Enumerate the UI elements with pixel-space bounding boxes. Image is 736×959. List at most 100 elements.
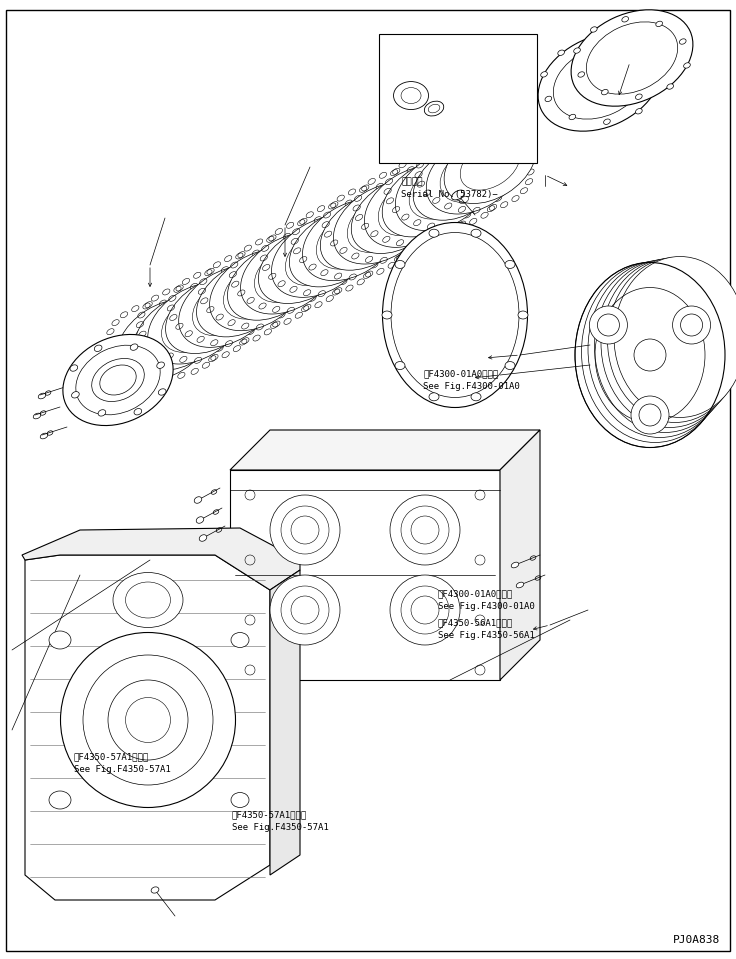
Ellipse shape [213, 273, 272, 323]
Ellipse shape [70, 364, 78, 371]
Polygon shape [230, 470, 500, 680]
Ellipse shape [395, 150, 492, 231]
Ellipse shape [135, 293, 227, 370]
Ellipse shape [302, 199, 399, 281]
Ellipse shape [541, 72, 548, 77]
Text: 第F4300-01A0図参照
See Fig.F4300-01A0: 第F4300-01A0図参照 See Fig.F4300-01A0 [438, 590, 534, 611]
Ellipse shape [409, 161, 478, 219]
Ellipse shape [571, 10, 693, 106]
Ellipse shape [270, 495, 340, 565]
Ellipse shape [581, 262, 729, 442]
Ellipse shape [614, 256, 736, 417]
Text: 第F4300-01A0図参照
See Fig.F4300-01A0: 第F4300-01A0図参照 See Fig.F4300-01A0 [423, 369, 520, 390]
Ellipse shape [158, 388, 166, 395]
Ellipse shape [351, 176, 443, 253]
Ellipse shape [199, 535, 207, 541]
Ellipse shape [166, 276, 258, 354]
Ellipse shape [157, 362, 164, 368]
Ellipse shape [210, 249, 306, 331]
Ellipse shape [653, 87, 659, 92]
Ellipse shape [94, 345, 102, 352]
Polygon shape [230, 430, 540, 470]
Ellipse shape [395, 261, 405, 269]
Text: 第F4350-57A1図参照
See Fig.F4350-57A1: 第F4350-57A1図参照 See Fig.F4350-57A1 [232, 810, 328, 831]
Ellipse shape [601, 259, 736, 428]
Ellipse shape [471, 229, 481, 237]
Ellipse shape [394, 82, 428, 109]
Ellipse shape [426, 132, 523, 214]
Polygon shape [22, 528, 300, 590]
Ellipse shape [624, 44, 631, 50]
Ellipse shape [305, 223, 365, 273]
Ellipse shape [272, 216, 368, 297]
Ellipse shape [590, 306, 627, 344]
Ellipse shape [553, 45, 647, 119]
Ellipse shape [425, 101, 444, 116]
Ellipse shape [656, 21, 662, 27]
Ellipse shape [429, 393, 439, 401]
Ellipse shape [429, 156, 489, 207]
Ellipse shape [590, 27, 597, 33]
Ellipse shape [391, 232, 519, 397]
Ellipse shape [49, 791, 71, 809]
Ellipse shape [452, 190, 464, 199]
Ellipse shape [227, 244, 319, 320]
Ellipse shape [347, 195, 416, 252]
Ellipse shape [575, 263, 725, 448]
Ellipse shape [117, 299, 213, 381]
Ellipse shape [471, 393, 481, 401]
Ellipse shape [197, 517, 204, 524]
Ellipse shape [270, 575, 340, 645]
Ellipse shape [382, 311, 392, 319]
Ellipse shape [569, 114, 576, 120]
Ellipse shape [631, 396, 669, 434]
Ellipse shape [333, 182, 430, 264]
Ellipse shape [545, 96, 552, 102]
Ellipse shape [684, 62, 690, 68]
Ellipse shape [460, 140, 520, 190]
Ellipse shape [130, 344, 138, 350]
Polygon shape [270, 570, 300, 875]
Ellipse shape [440, 144, 509, 202]
Ellipse shape [258, 226, 350, 304]
Ellipse shape [194, 497, 202, 503]
Ellipse shape [244, 257, 303, 307]
Ellipse shape [134, 409, 142, 415]
Ellipse shape [161, 294, 230, 352]
Ellipse shape [113, 573, 183, 627]
Ellipse shape [151, 307, 210, 357]
Ellipse shape [98, 409, 106, 416]
Ellipse shape [182, 290, 241, 340]
Polygon shape [25, 555, 270, 900]
Ellipse shape [505, 362, 515, 369]
Ellipse shape [275, 240, 334, 290]
Text: 第F4350-56A1図参照
See Fig.F4350-56A1: 第F4350-56A1図参照 See Fig.F4350-56A1 [438, 619, 534, 640]
Ellipse shape [518, 311, 528, 319]
Ellipse shape [231, 792, 249, 807]
Ellipse shape [512, 562, 519, 568]
Ellipse shape [71, 391, 79, 398]
Bar [379, 34, 537, 163]
Ellipse shape [63, 335, 173, 426]
Ellipse shape [578, 72, 584, 77]
Ellipse shape [336, 206, 396, 257]
Ellipse shape [558, 50, 565, 56]
Ellipse shape [286, 227, 354, 286]
Text: 第F4350-57A1図参照
See Fig.F4350-57A1: 第F4350-57A1図参照 See Fig.F4350-57A1 [74, 753, 170, 774]
Ellipse shape [192, 277, 261, 336]
Ellipse shape [595, 260, 735, 433]
Ellipse shape [76, 345, 160, 415]
Ellipse shape [622, 16, 629, 22]
Ellipse shape [395, 362, 405, 369]
Ellipse shape [573, 48, 581, 54]
Ellipse shape [667, 83, 673, 89]
Ellipse shape [390, 495, 460, 565]
Ellipse shape [607, 258, 736, 423]
Ellipse shape [505, 261, 515, 269]
Ellipse shape [378, 177, 447, 236]
Ellipse shape [130, 311, 199, 369]
Ellipse shape [587, 22, 678, 94]
Ellipse shape [364, 166, 461, 247]
Ellipse shape [367, 190, 427, 240]
Ellipse shape [635, 94, 643, 100]
